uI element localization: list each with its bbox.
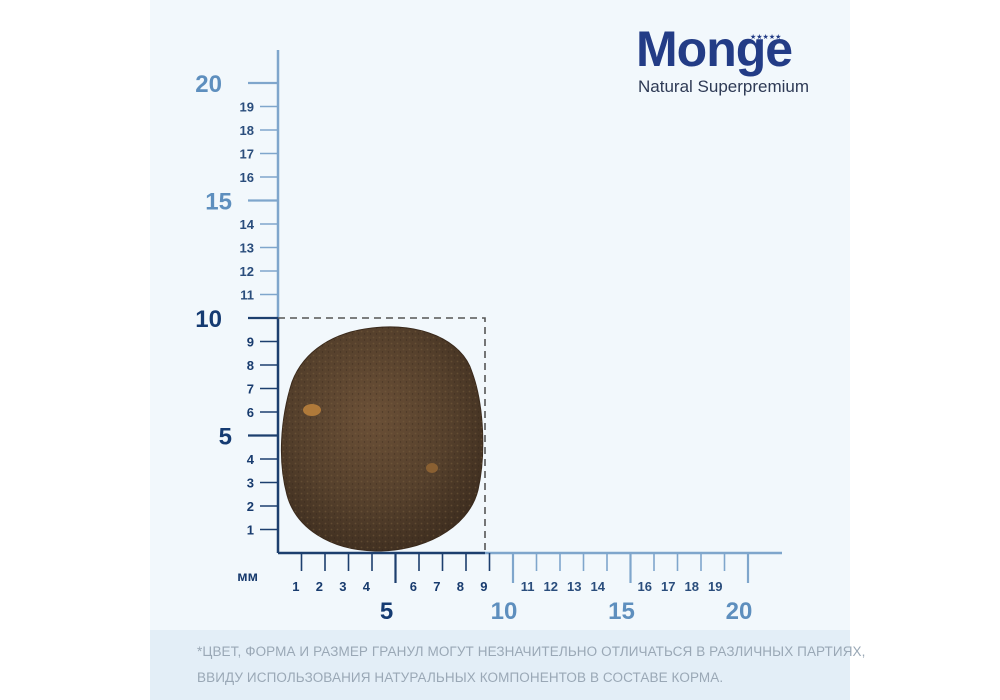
y-tick-label: 1: [247, 523, 254, 538]
y-major-label: 20: [195, 71, 222, 98]
x-tick-label: 13: [567, 579, 581, 594]
y-tick-label: 13: [240, 241, 254, 256]
kibble-crumb: [426, 463, 438, 473]
x-major-label: 5: [380, 598, 393, 625]
y-tick-label: 11: [240, 288, 254, 303]
x-tick-label: 2: [316, 579, 323, 594]
disclaimer-box: [150, 630, 850, 700]
x-tick-label: 8: [457, 579, 464, 594]
x-tick-label: 19: [708, 579, 722, 594]
y-tick-label: 6: [247, 405, 254, 420]
brand-tagline: Natural Superpremium: [638, 77, 810, 96]
kibble-texture: [281, 326, 483, 552]
brand-logo: Monge: [636, 21, 793, 77]
y-tick-label: 3: [247, 476, 254, 491]
background-panel: [150, 0, 850, 700]
y-tick-label: 9: [247, 335, 254, 350]
x-tick-label: 18: [685, 579, 699, 594]
unit-label: мм: [237, 568, 258, 584]
kibble-crumb: [303, 404, 321, 416]
x-tick-label: 17: [661, 579, 675, 594]
x-tick-label: 11: [521, 579, 535, 594]
x-tick-label: 12: [544, 579, 558, 594]
y-major-label: 5: [219, 424, 232, 451]
x-tick-label: 16: [638, 579, 652, 594]
x-tick-label: 1: [292, 579, 299, 594]
y-tick-label: 12: [240, 264, 254, 279]
x-major-label: 20: [726, 598, 753, 625]
x-tick-label: 6: [410, 579, 417, 594]
reference-box-10mm: [278, 317, 486, 553]
y-tick-label: 2: [247, 499, 254, 514]
y-tick-label: 18: [240, 123, 254, 138]
y-tick-label: 7: [247, 382, 254, 397]
x-tick-label: 7: [433, 579, 440, 594]
y-tick-label: 16: [240, 170, 254, 185]
y-major-label: 10: [195, 306, 222, 333]
x-tick-label: 3: [339, 579, 346, 594]
x-tick-label: 9: [480, 579, 487, 594]
y-tick-label: 4: [247, 452, 255, 467]
x-major-label: 15: [608, 598, 635, 625]
x-tick-label: 14: [591, 579, 606, 594]
logo-stars: ★★★★★: [750, 34, 782, 41]
x-tick-label: 4: [363, 579, 371, 594]
y-major-label: 15: [205, 189, 232, 216]
y-tick-label: 8: [247, 358, 254, 373]
x-major-label: 10: [491, 598, 518, 625]
y-tick-label: 19: [240, 100, 254, 115]
y-tick-label: 17: [240, 147, 254, 162]
disclaimer-line-1: *ЦВЕТ, ФОРМА И РАЗМЕР ГРАНУЛ МОГУТ НЕЗНА…: [197, 644, 866, 659]
y-tick-label: 14: [240, 217, 255, 232]
disclaimer-line-2: ВВИДУ ИСПОЛЬЗОВАНИЯ НАТУРАЛЬНЫХ КОМПОНЕН…: [197, 670, 724, 685]
